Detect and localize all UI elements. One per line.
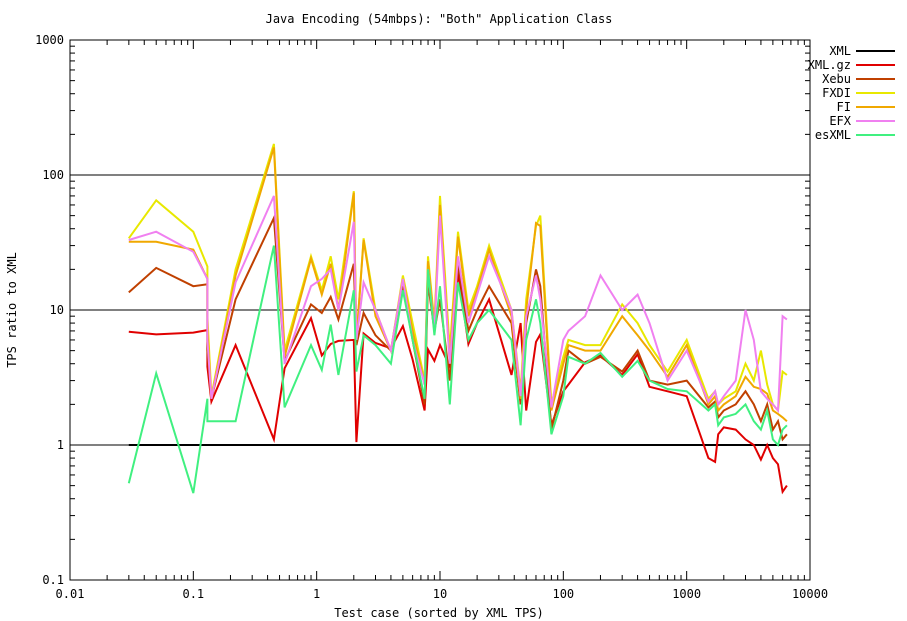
legend-label-fxdi: FXDI (822, 86, 851, 100)
series-line-esxml (127, 245, 788, 494)
legend-label-efx: EFX (829, 114, 851, 128)
series-line-efx (128, 195, 788, 414)
x-axis-label: Test case (sorted by XML TPS) (334, 606, 544, 620)
x-tick-label: 0.1 (182, 587, 204, 601)
y-tick-label: 1 (57, 438, 64, 452)
series-line-fi (128, 147, 788, 422)
series-lines (127, 143, 788, 495)
y-axis: 0.1 1 10 100 1000 (35, 33, 810, 587)
x-tick-label: 1 (313, 587, 320, 601)
y-tick-label: 0.1 (42, 573, 64, 587)
y-tick-label: 1000 (35, 33, 64, 47)
x-tick-label: 1000 (672, 587, 701, 601)
y-tick-label: 100 (42, 168, 64, 182)
y-tick-label: 10 (50, 303, 64, 317)
chart-title: Java Encoding (54mbps): "Both" Applicati… (266, 12, 613, 26)
legend-label-xml-gz: XML.gz (808, 58, 851, 72)
legend-label-xml: XML (829, 44, 851, 58)
x-tick-label: 10000 (792, 587, 828, 601)
legend-label-esxml: esXML (815, 128, 851, 142)
series-line-xebu (128, 214, 788, 442)
y-axis-label: TPS ratio to XML (5, 252, 19, 368)
legend-label-xebu: Xebu (822, 72, 851, 86)
x-axis: 0.01 0.1 1 10 100 1000 10000 (56, 40, 828, 601)
x-tick-label: 10 (433, 587, 447, 601)
legend-label-fi: FI (837, 100, 851, 114)
x-tick-label: 0.01 (56, 587, 85, 601)
series-line-xml-gz (128, 272, 788, 495)
x-tick-label: 100 (552, 587, 574, 601)
